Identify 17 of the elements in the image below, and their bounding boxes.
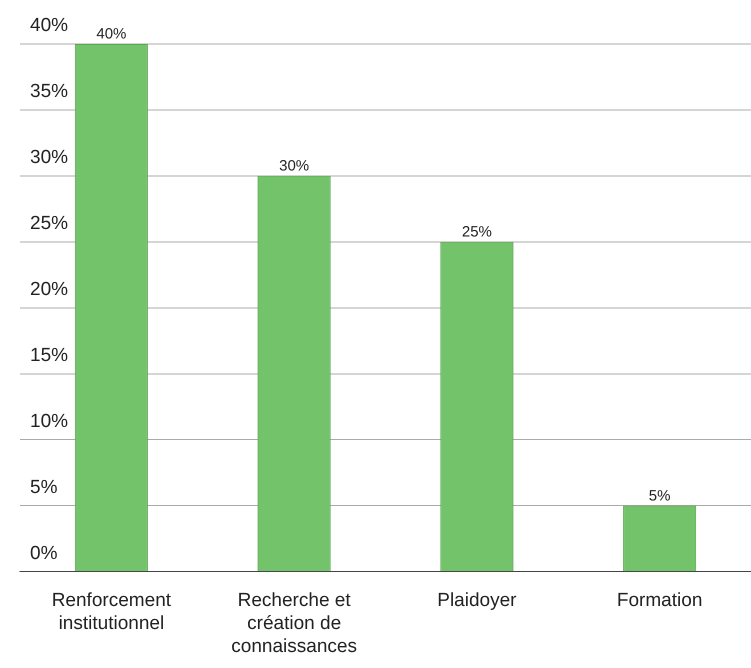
x-tick-label: Recherche et création de connaissances (231, 590, 357, 657)
x-tick-label: Plaidoyer (437, 590, 518, 612)
x-tick-label: Renforcement institutionnel (52, 590, 172, 634)
x-tick-label: Formation (616, 590, 702, 612)
data-label: 30% (279, 158, 310, 175)
y-tick-label: 0% (30, 542, 58, 564)
y-tick-label: 15% (30, 344, 68, 366)
y-tick-label: 10% (30, 410, 68, 432)
y-tick-label: 35% (30, 81, 68, 102)
y-tick-label: 25% (30, 213, 68, 234)
y-tick-label: 40% (30, 15, 68, 36)
data-label: 5% (648, 487, 670, 504)
data-label: 40% (96, 26, 126, 43)
y-tick-label: 5% (30, 476, 58, 498)
data-label: 25% (462, 223, 492, 240)
y-tick-label: 30% (30, 147, 68, 168)
y-tick-label: 20% (30, 279, 68, 300)
